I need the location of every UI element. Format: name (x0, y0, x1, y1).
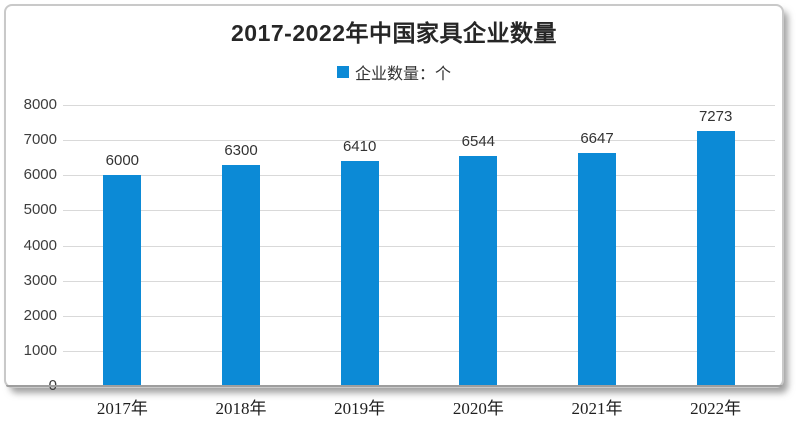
gridline (63, 350, 775, 352)
bar (222, 164, 260, 386)
bar (578, 152, 616, 386)
legend-marker-icon (336, 66, 349, 78)
bar-value-label: 6300 (224, 141, 258, 159)
x-axis-label: 2017年 (96, 399, 148, 418)
legend-label: 企业数量：个 (354, 66, 451, 83)
plot-area: 6000 6300 6410 6544 6647 7273 (63, 105, 775, 386)
x-axis-line (6, 385, 782, 387)
gridline (63, 245, 775, 247)
bar-value-label: 6647 (580, 129, 614, 147)
y-axis-tick-label: 6000 (23, 166, 57, 184)
gridline (63, 105, 775, 106)
bar-value-label: 6000 (105, 152, 140, 170)
y-axis-tick-label: 3000 (23, 271, 57, 289)
gridline (63, 140, 775, 142)
x-axis-label: 2020年 (452, 399, 504, 418)
y-axis-tick-label: 8000 (23, 96, 57, 113)
gridline (63, 280, 775, 282)
y-axis-tick-label: 4000 (23, 236, 57, 254)
y-axis-tick-label: 5000 (23, 201, 57, 219)
bar-value-label: 7273 (698, 107, 733, 125)
bar-value-label: 6410 (342, 137, 377, 155)
y-axis-tick-label: 7000 (23, 131, 57, 149)
bar (340, 160, 379, 386)
gridline (63, 175, 775, 177)
x-axis-label: 2018年 (215, 399, 267, 418)
bar (696, 130, 735, 386)
y-axis-tick-label: 2000 (23, 306, 57, 324)
y-axis: 010002000300040005000600070008000 (6, 6, 57, 394)
y-axis-tick-label: 1000 (23, 341, 57, 359)
legend: 企业数量：个 (6, 62, 782, 83)
gridline (63, 210, 775, 212)
x-axis-label: 2019年 (334, 399, 386, 418)
bar-value-label: 6544 (461, 133, 496, 151)
x-axis: 2017年 2018年 2019年 2020年 2021年 2022年 (0, 394, 800, 420)
chart-panel: 2017-2022年中国家具企业数量 企业数量：个 01000200030004… (4, 4, 784, 394)
chart-title: 2017-2022年中国家具企业数量 (231, 20, 557, 46)
x-axis-label: 2022年 (690, 399, 742, 418)
gridline (63, 315, 775, 317)
bar (103, 175, 142, 386)
x-axis-label: 2021年 (571, 399, 623, 418)
bar (459, 156, 498, 386)
